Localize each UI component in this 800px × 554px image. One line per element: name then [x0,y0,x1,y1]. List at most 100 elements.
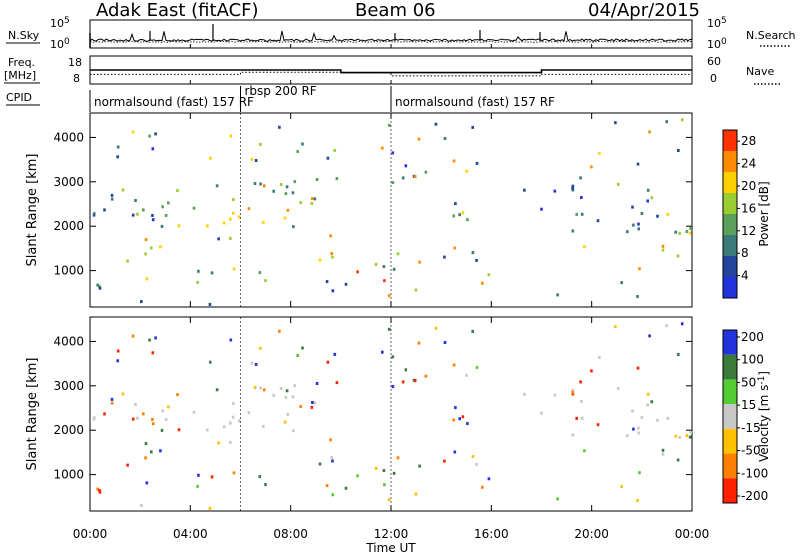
power-cell-36 [640,212,644,215]
velocity-cell-161 [638,471,641,475]
freq-unit-label: [MHz] [4,69,36,82]
velocity-cell-133 [391,385,395,389]
power-cell-60 [215,184,219,188]
velocity-cell-57 [620,485,623,489]
power-cell-23 [259,182,262,186]
power-cell-92 [197,269,200,273]
power-cell-66 [96,283,99,287]
velocity-cell-55 [458,417,461,421]
power-cell-17 [292,225,295,229]
power-colorbar-swatch-6 [723,151,737,172]
velocity-ytick-label-1000: 1000 [53,468,84,482]
velocity-cell-2 [164,418,168,421]
cpid-segment-1: rbsp 200 RF [245,84,317,98]
power-cell-22 [283,216,287,220]
power-colorbar-swatch-0 [723,277,737,298]
power-cell-68 [326,156,330,160]
power-cell-86 [285,185,289,189]
velocity-cell-116 [688,435,692,439]
velocity-cell-64 [278,329,281,333]
velocity-cell-43 [678,436,681,439]
power-cell-112 [596,219,600,223]
power-cell-16 [284,192,288,196]
velocity-cell-91 [176,393,179,397]
velocity-cell-40 [637,431,640,435]
velocity-cell-121 [396,456,400,460]
velocity-cell-50 [159,449,162,453]
nave-series-line [90,71,692,77]
power-colorbar-label-20: 20 [741,179,756,193]
velocity-cell-125 [98,489,101,492]
xtick-label-4: 16:00 [474,527,509,541]
power-cell-58 [665,120,668,124]
velocity-cell-113 [418,464,421,468]
velocity-cell-69 [110,397,114,401]
power-cell-162 [160,224,164,228]
power-cell-53 [636,162,640,166]
velocity-cell-18 [247,411,251,415]
power-ytick-label-3000: 3000 [53,175,84,189]
power-cell-77 [148,134,151,138]
power-cell-129 [556,293,559,297]
power-cell-64 [278,125,281,129]
velocity-cell-46 [656,418,659,422]
power-cell-113 [418,260,421,264]
power-colorbar-swatch-7 [723,130,737,151]
power-cell-104 [571,229,575,233]
power-cell-30 [523,188,526,192]
velocity-cell-114 [475,365,479,369]
power-colorbar-label-4: 4 [741,269,749,283]
velocity-cell-38 [637,426,640,430]
power-cell-72 [590,165,593,169]
cpid-segment-0: normalsound (fast) 157 RF [94,95,254,109]
power-cell-145 [387,123,391,127]
velocity-cell-145 [387,327,391,331]
velocity-cell-45 [666,416,670,420]
power-cell-73 [417,137,421,141]
power-cell-99 [315,178,319,181]
velocity-cell-87 [391,355,395,359]
velocity-colorbar-frame [722,329,738,504]
power-cell-20 [293,180,297,184]
velocity-cell-150 [335,381,339,385]
power-cell-87 [391,151,395,155]
power-cell-85 [121,188,125,192]
power-cell-95 [387,294,391,298]
velocity-cell-120 [279,387,283,390]
power-cell-24 [291,191,295,195]
velocity-cell-28 [356,474,359,478]
velocity-cell-86 [285,389,289,393]
power-cell-122 [150,246,153,250]
velocity-cell-106 [142,412,145,416]
velocity-cell-168 [310,405,314,409]
velocity-cell-152 [677,353,680,356]
power-colorbar-label-24: 24 [741,157,756,171]
velocity-cell-102 [311,401,314,404]
power-cell-40 [637,227,640,231]
nsky-series-line [89,30,693,42]
velocity-cell-48 [208,506,212,510]
freq-tick-high: 18 [68,56,82,69]
velocity-cell-98 [258,475,262,479]
velocity-cell-99 [315,382,319,385]
power-cell-12 [231,211,235,215]
velocity-cell-154 [616,386,620,390]
power-cell-32 [553,189,557,193]
velocity-cell-10 [229,421,232,425]
velocity-cell-4 [134,403,137,406]
power-cell-130 [424,170,428,174]
power-cell-65 [331,289,335,293]
velocity-cell-103 [461,415,465,419]
power-cell-114 [475,161,479,165]
power-cell-25 [313,197,317,201]
power-cell-13 [238,215,241,219]
power-cell-76 [452,159,456,163]
power-colorbar-label-28: 28 [741,134,756,148]
power-cell-166 [145,277,149,281]
velocity-colorbar-swatch-2 [723,379,737,405]
power-cell-159 [580,196,583,199]
velocity-cell-118 [116,359,119,363]
power-cell-55 [458,213,461,217]
power-cell-161 [638,267,641,271]
power-cell-115 [299,201,302,205]
